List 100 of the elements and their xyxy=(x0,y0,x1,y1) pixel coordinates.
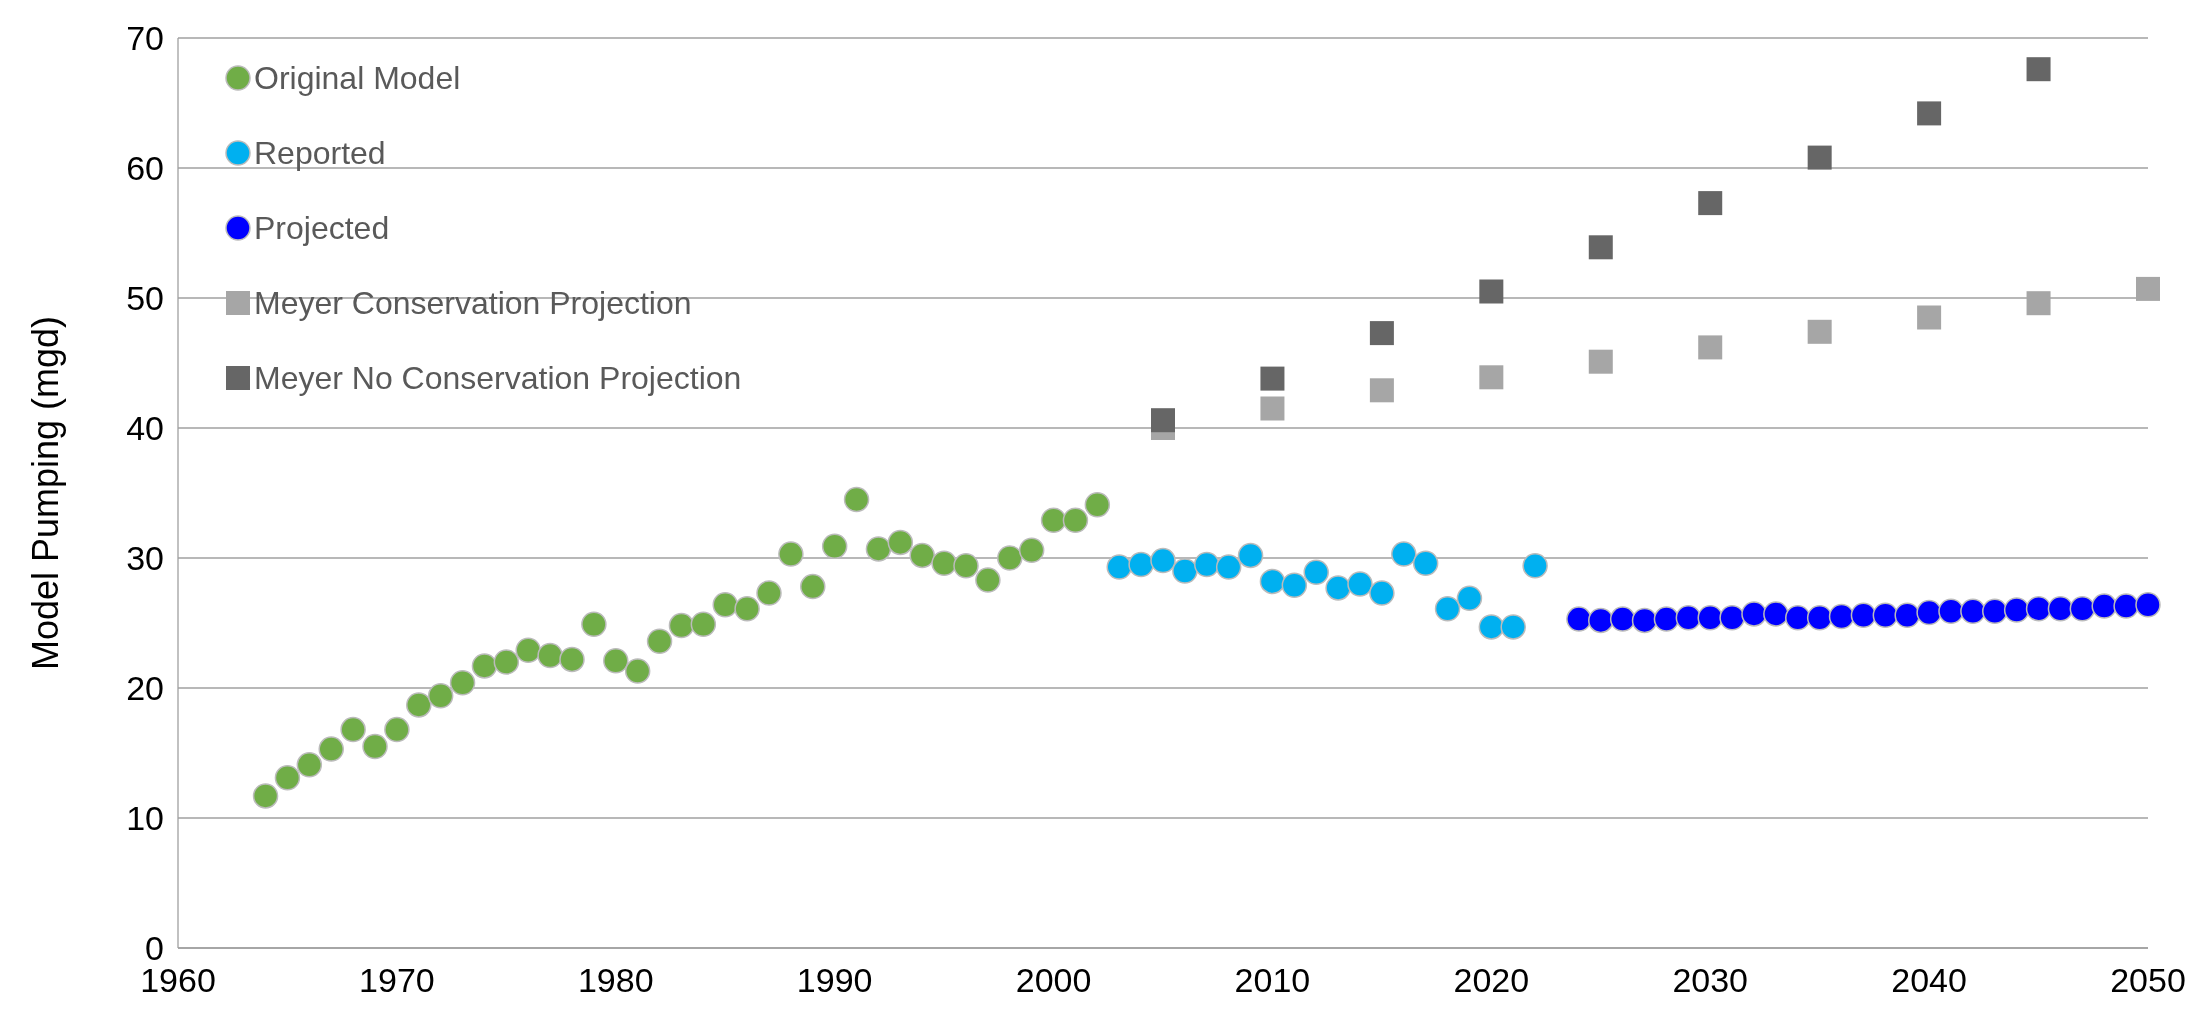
point xyxy=(1479,279,1504,304)
point xyxy=(1588,607,1614,634)
point xyxy=(1894,602,1920,628)
point xyxy=(1872,602,1899,628)
y-tick-label: 50 xyxy=(126,278,164,317)
legend-label: Reported xyxy=(254,135,386,172)
point xyxy=(427,683,454,709)
y-tick-label: 10 xyxy=(126,798,164,837)
point xyxy=(1917,305,1942,330)
point xyxy=(318,736,344,762)
point xyxy=(1369,580,1395,606)
point xyxy=(1478,614,1505,640)
point xyxy=(1982,598,2008,625)
point xyxy=(1369,378,1394,403)
point xyxy=(1741,601,1767,627)
point xyxy=(1588,349,1613,374)
point xyxy=(975,567,1001,593)
point xyxy=(384,716,410,743)
point xyxy=(1850,602,1877,628)
legend-label: Meyer Conservation Projection xyxy=(254,285,692,322)
x-tick-label: 2000 xyxy=(1015,961,1092,999)
point xyxy=(1938,598,1964,625)
point xyxy=(2113,593,2139,619)
point xyxy=(2003,597,2030,623)
x-tick-label: 1980 xyxy=(577,961,654,999)
point xyxy=(1916,599,1942,626)
x-tick-label: 2020 xyxy=(1453,961,1530,999)
point xyxy=(821,533,848,560)
point xyxy=(668,612,695,639)
point xyxy=(449,670,476,696)
y-tick-label: 20 xyxy=(126,668,164,707)
point xyxy=(471,653,498,679)
point xyxy=(843,486,870,513)
y-tick-label: 30 xyxy=(126,538,164,577)
point xyxy=(1215,554,1242,580)
point xyxy=(406,692,432,718)
point xyxy=(1807,145,1832,170)
point xyxy=(1259,568,1286,595)
point xyxy=(1434,595,1461,622)
point xyxy=(1763,601,1789,627)
point xyxy=(2026,57,2051,82)
point xyxy=(1522,553,1548,579)
point xyxy=(2026,291,2051,316)
point xyxy=(712,592,738,618)
point xyxy=(1040,507,1067,534)
point xyxy=(646,628,673,654)
legend-label: Meyer No Conservation Projection xyxy=(254,360,742,397)
point xyxy=(1151,408,1175,433)
point xyxy=(1172,558,1198,584)
point xyxy=(1828,603,1855,630)
point xyxy=(1412,550,1439,576)
y-tick-label: 60 xyxy=(126,148,164,187)
point xyxy=(1479,365,1504,390)
point xyxy=(1237,542,1264,569)
point xyxy=(537,642,563,669)
legend-label: Original Model xyxy=(254,60,461,97)
point xyxy=(559,646,585,673)
point xyxy=(581,611,607,638)
point xyxy=(1194,551,1220,578)
point xyxy=(1960,598,1986,625)
point xyxy=(2047,595,2074,622)
x-tick-label: 2030 xyxy=(1672,961,1749,999)
point xyxy=(296,751,323,778)
point xyxy=(909,542,935,569)
point xyxy=(887,529,914,556)
point xyxy=(1260,396,1285,421)
point xyxy=(1128,551,1154,578)
point xyxy=(1609,606,1636,632)
point xyxy=(1325,575,1351,601)
x-tick-label: 1990 xyxy=(796,961,873,999)
point xyxy=(1806,605,1833,631)
point xyxy=(690,611,717,638)
point xyxy=(800,573,826,600)
point xyxy=(2136,276,2160,301)
point xyxy=(778,541,804,567)
point xyxy=(1631,607,1658,634)
x-tick-label: 2010 xyxy=(1234,961,1311,999)
point xyxy=(340,716,366,743)
y-axis-title: Model Pumping (mgd) xyxy=(25,315,66,671)
point xyxy=(953,553,979,579)
y-tick-label: 40 xyxy=(126,408,164,447)
point xyxy=(1062,507,1089,534)
legend-label: Projected xyxy=(254,210,390,247)
point xyxy=(1303,559,1329,586)
point xyxy=(493,649,520,675)
x-tick-label: 2040 xyxy=(1891,961,1967,999)
point xyxy=(865,536,892,562)
point xyxy=(1675,605,1702,631)
point xyxy=(1150,547,1176,574)
point xyxy=(1456,585,1483,612)
point xyxy=(1917,101,1942,126)
point xyxy=(1697,605,1723,631)
point xyxy=(1391,541,1417,567)
point xyxy=(1260,366,1285,391)
point xyxy=(1698,335,1723,360)
point xyxy=(1719,605,1745,631)
y-tick-label: 70 xyxy=(126,18,164,57)
point xyxy=(362,733,388,760)
point xyxy=(1281,572,1308,599)
point xyxy=(1018,537,1045,563)
